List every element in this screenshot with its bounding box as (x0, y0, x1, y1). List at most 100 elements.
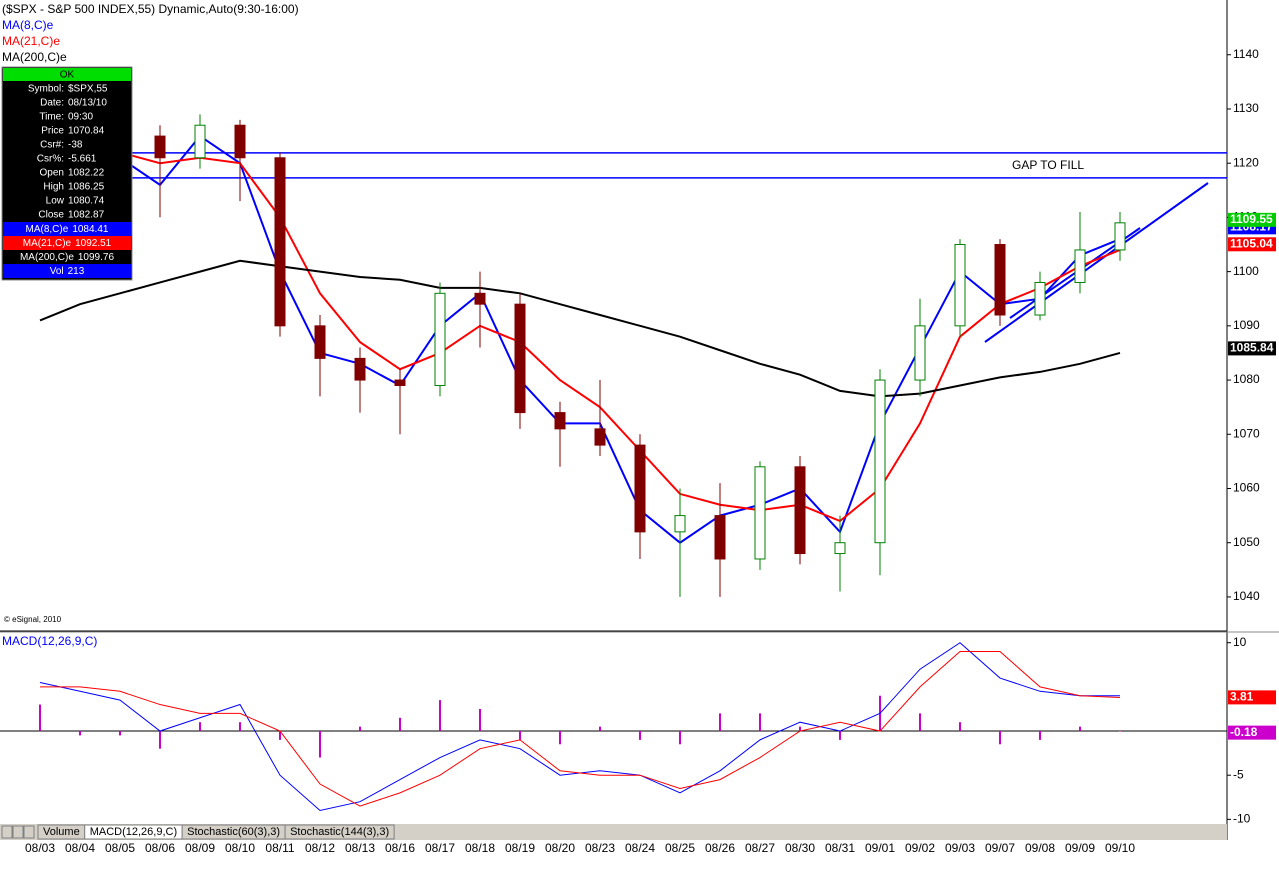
info-value: -5.661 (68, 154, 97, 165)
candle-body (314, 325, 326, 359)
info-key: Low (46, 196, 65, 207)
tab-label[interactable]: Stochastic(144(3),3) (290, 826, 389, 838)
histogram-bar (359, 726, 361, 732)
tab-label[interactable]: Stochastic(60(3),3) (187, 826, 280, 838)
info-key: Price (41, 126, 64, 137)
histogram-bar (119, 731, 121, 736)
x-tick-label: 08/05 (105, 841, 135, 855)
x-tick-label: 08/31 (825, 841, 855, 855)
histogram-bar (519, 731, 521, 740)
scroll-left[interactable] (1, 825, 13, 839)
info-value: 1070.84 (68, 126, 105, 137)
info-value: 1099.76 (78, 252, 115, 263)
tab-label[interactable]: Volume (43, 826, 80, 838)
candle-body (1074, 249, 1086, 283)
x-tick-label: 08/24 (625, 841, 655, 855)
info-value: $SPX,55 (68, 84, 108, 95)
histogram-bar (1119, 731, 1121, 732)
info-row: MA(200,C)e 1099.76 (20, 252, 114, 263)
x-tick-label: 08/17 (425, 841, 455, 855)
y-tick-label: 1100 (1233, 264, 1259, 278)
y-tick-label: 1140 (1233, 47, 1259, 61)
candle-body (1034, 281, 1046, 316)
annotation: GAP TO FILL (1012, 158, 1084, 172)
macd-title: MACD(12,26,9,C) (2, 634, 97, 648)
candle-body (714, 515, 726, 560)
ma-line (40, 151, 1121, 523)
info-value: 1086.25 (68, 182, 105, 193)
y-tick-label: 1090 (1233, 318, 1260, 332)
histogram-bar (799, 726, 801, 732)
x-tick-label: 09/09 (1065, 841, 1095, 855)
x-tick-label: 08/23 (585, 841, 615, 855)
candle-body (674, 515, 686, 533)
legend-entry: MA(200,C)e (2, 50, 67, 64)
histogram-bar (39, 704, 41, 732)
candle-body (354, 357, 366, 381)
x-tick-label: 08/06 (145, 841, 175, 855)
x-tick-label: 08/10 (225, 841, 255, 855)
scroll-right[interactable] (12, 825, 24, 839)
histogram-bar (559, 731, 561, 745)
info-value: 1082.87 (68, 210, 105, 221)
last-value-label: -0.18 (1230, 725, 1258, 739)
histogram-bar (959, 722, 961, 732)
info-status-label: OK (60, 70, 75, 81)
histogram-bar (399, 717, 401, 732)
x-tick-label: 08/27 (745, 841, 775, 855)
info-row: Vol 213 (50, 266, 85, 277)
last-value-box (1228, 237, 1276, 252)
info-key: Time: (39, 112, 64, 123)
tab[interactable] (284, 824, 395, 840)
candle-body (914, 325, 926, 381)
histogram-bar (639, 731, 641, 740)
x-tick-label: 08/30 (785, 841, 815, 855)
chart-title: ($SPX - S&P 500 INDEX,55) Dynamic,Auto(9… (2, 2, 299, 16)
x-tick-label: 08/13 (345, 841, 375, 855)
last-value-label: 3.81 (1230, 690, 1254, 704)
x-tick-label: 09/10 (1105, 841, 1135, 855)
candle-body (514, 303, 526, 414)
info-value: 09:30 (68, 112, 93, 123)
info-status[interactable] (3, 68, 131, 81)
last-value-box (1228, 212, 1276, 227)
info-value: 1092.51 (75, 238, 112, 249)
last-value-box (1228, 341, 1276, 356)
y-tick-label: 1040 (1233, 589, 1260, 603)
x-tick-label: 08/16 (385, 841, 415, 855)
y-tick-label: 1070 (1233, 426, 1260, 440)
candle-body (274, 157, 286, 327)
last-value-box (1228, 725, 1276, 740)
info-key: MA(200,C)e (20, 252, 74, 263)
macd-line (40, 651, 1121, 807)
x-tick-label: 08/20 (545, 841, 575, 855)
candle-body (554, 412, 566, 430)
y-tick-label: 1080 (1233, 372, 1260, 386)
histogram-bar (599, 726, 601, 732)
info-value: 1082.22 (68, 168, 105, 179)
info-key: Close (38, 210, 64, 221)
y-tick-label: 1130 (1233, 101, 1259, 115)
info-key: Csr#: (40, 140, 64, 151)
candle-body (474, 292, 486, 305)
histogram-bar (999, 731, 1001, 745)
x-tick-label: 08/09 (185, 841, 215, 855)
info-key: High (43, 182, 64, 193)
trendline (984, 182, 1209, 343)
ma-line (39, 259, 1121, 398)
candle-body (754, 466, 766, 560)
info-key: Symbol: (28, 84, 64, 95)
candle-body (994, 244, 1006, 316)
info-value: 08/13/10 (68, 98, 107, 109)
x-tick-label: 08/03 (25, 841, 55, 855)
last-value-label: 1085.84 (1230, 341, 1274, 355)
y-tick-label: 1050 (1233, 535, 1260, 549)
x-tick-label: 08/12 (305, 841, 335, 855)
tab-label[interactable]: MACD(12,26,9,C) (90, 826, 177, 838)
x-tick-label: 09/02 (905, 841, 935, 855)
info-row: MA(8,C)e 1084.41 (26, 224, 109, 235)
scroll-end[interactable] (23, 825, 35, 839)
info-key: Open (40, 168, 64, 179)
info-value: -38 (68, 140, 83, 151)
